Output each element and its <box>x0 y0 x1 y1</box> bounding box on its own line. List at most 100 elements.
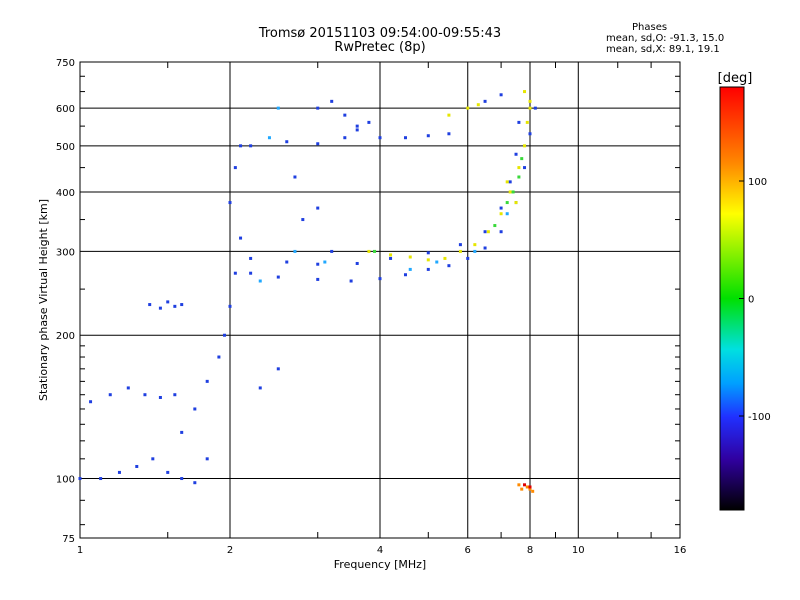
data-point <box>483 246 487 250</box>
data-point <box>528 485 532 489</box>
y-tick-label: 400 <box>56 188 75 199</box>
data-point <box>316 106 320 110</box>
data-point <box>166 300 170 304</box>
data-point <box>505 212 509 216</box>
data-point <box>378 136 382 140</box>
data-point <box>293 249 297 253</box>
x-tick-label: 10 <box>572 545 585 556</box>
phases-heading: Phases <box>632 22 668 33</box>
data-point <box>473 243 477 247</box>
data-point <box>228 201 232 205</box>
data-point <box>511 190 515 194</box>
data-point <box>403 136 407 140</box>
data-point <box>173 304 177 308</box>
data-point <box>293 175 297 179</box>
data-point <box>389 253 393 257</box>
data-point <box>466 256 470 260</box>
data-point <box>403 273 407 277</box>
data-point <box>158 395 162 399</box>
data-point <box>426 251 430 255</box>
x-axis-label: Frequency [MHz] <box>334 558 426 571</box>
data-point <box>158 306 162 310</box>
data-point <box>285 260 289 264</box>
data-point <box>193 407 197 411</box>
y-tick-label: 75 <box>62 534 75 545</box>
data-point <box>493 224 497 228</box>
data-point <box>426 258 430 262</box>
colorbar-tick-label: -100 <box>748 412 771 423</box>
data-point <box>267 136 271 140</box>
data-point <box>505 201 509 205</box>
data-point <box>258 279 262 283</box>
data-point <box>316 277 320 281</box>
data-point <box>193 481 197 485</box>
y-tick-label: 300 <box>56 247 75 258</box>
data-point <box>458 243 462 247</box>
data-point <box>239 144 243 148</box>
data-point <box>99 477 103 481</box>
data-point <box>533 106 537 110</box>
phase-mean-x: mean, sd,X: 89.1, 19.1 <box>606 44 720 55</box>
data-point <box>514 152 518 156</box>
data-point <box>528 132 532 136</box>
data-point <box>426 134 430 138</box>
data-point <box>143 393 147 397</box>
data-point <box>205 457 209 461</box>
data-point <box>228 304 232 308</box>
x-tick-label: 2 <box>227 545 233 556</box>
data-point <box>514 201 518 205</box>
colorbar-tick-label: 0 <box>748 295 754 306</box>
data-point <box>486 230 490 234</box>
data-point <box>523 144 527 148</box>
data-point <box>523 166 527 170</box>
data-point <box>223 333 227 337</box>
data-point <box>447 113 451 117</box>
data-point <box>443 256 447 260</box>
data-point <box>135 464 139 468</box>
data-point <box>117 470 121 474</box>
data-point <box>528 487 532 491</box>
data-point <box>233 166 237 170</box>
data-point <box>499 212 503 216</box>
data-point <box>523 90 527 94</box>
data-point <box>355 128 359 132</box>
data-point <box>447 264 451 268</box>
data-point <box>217 355 221 359</box>
data-point <box>466 106 470 110</box>
data-point <box>373 249 377 253</box>
data-point <box>343 113 347 117</box>
data-point <box>173 393 177 397</box>
data-point <box>151 457 155 461</box>
data-point <box>349 279 353 283</box>
data-point <box>476 103 480 107</box>
data-point <box>316 142 320 146</box>
data-point <box>458 249 462 253</box>
data-point <box>508 180 512 184</box>
phase-mean-o: mean, sd,O: -91.3, 15.0 <box>606 33 725 44</box>
data-point <box>316 262 320 266</box>
colorbar-tick-label: 100 <box>748 177 767 188</box>
chart-subtitle: RwPretec (8p) <box>334 40 426 55</box>
data-point <box>505 180 509 184</box>
data-point <box>330 99 334 103</box>
x-tick-label: 16 <box>674 545 687 556</box>
y-tick-label: 600 <box>56 104 75 115</box>
data-point <box>520 157 524 161</box>
data-point <box>517 120 521 124</box>
x-tick-label: 6 <box>465 545 471 556</box>
data-point <box>483 230 487 234</box>
data-point <box>528 99 532 103</box>
data-point <box>523 483 527 487</box>
data-point <box>239 236 243 240</box>
data-point <box>276 367 280 371</box>
y-tick-label: 100 <box>56 475 75 486</box>
data-point <box>525 120 529 124</box>
data-point <box>447 132 451 136</box>
data-point <box>378 277 382 281</box>
y-tick-label: 200 <box>56 331 75 342</box>
data-point <box>517 175 521 179</box>
y-tick-label: 500 <box>56 142 75 153</box>
data-point <box>249 144 253 148</box>
data-point <box>323 260 327 264</box>
